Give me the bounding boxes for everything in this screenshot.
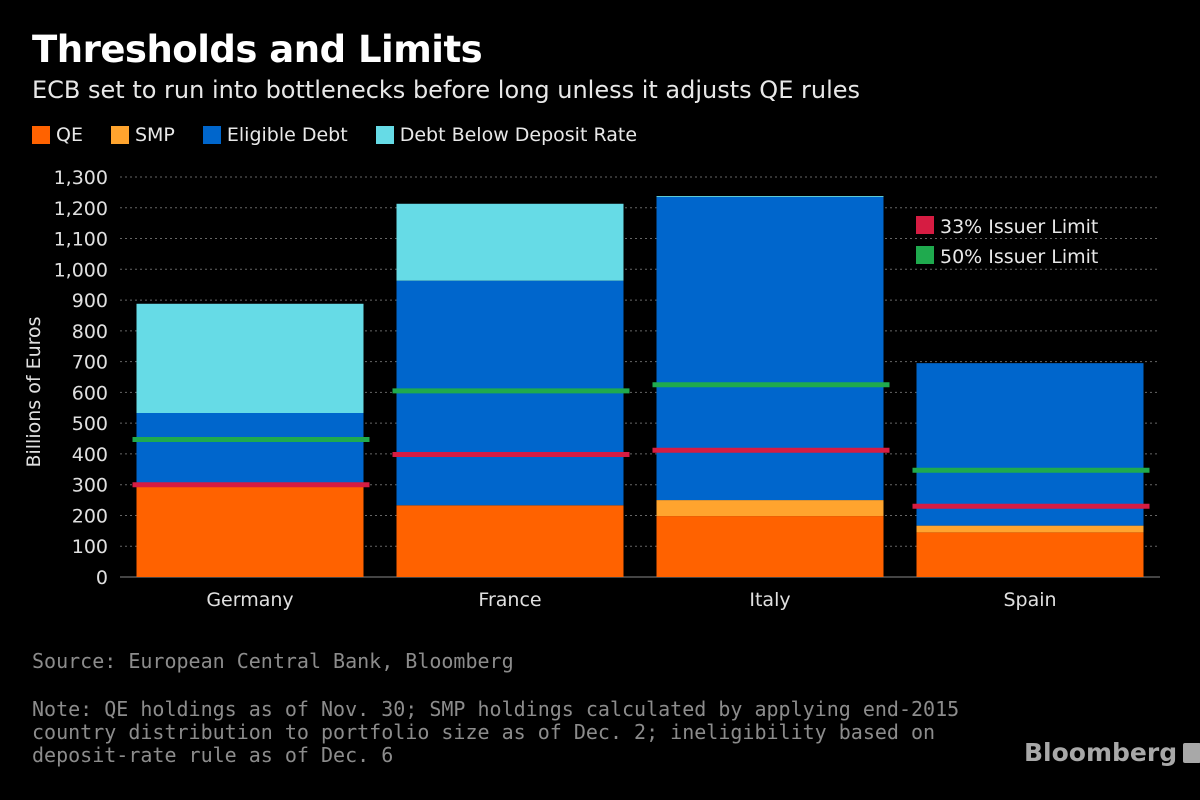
legend-swatch-debt-below-deposit bbox=[375, 126, 394, 144]
legend-swatch-limit-50 bbox=[916, 246, 934, 264]
legend-swatch-smp bbox=[110, 126, 129, 144]
bar-spain-qe bbox=[916, 532, 1144, 577]
y-tick-label: 500 bbox=[72, 413, 108, 435]
legend-item-debt-below-deposit: Debt Below Deposit Rate bbox=[375, 124, 638, 146]
y-tick-label: 400 bbox=[72, 444, 108, 466]
y-tick-label: 200 bbox=[72, 505, 108, 527]
stacked-bar-chart: 0 100 200 300 400 500 600 700 800 900 1,000 1,100 1,… bbox=[23, 167, 1160, 611]
y-tick-label: 1,100 bbox=[54, 229, 108, 251]
legend-swatch-qe bbox=[32, 126, 50, 144]
source-note: Source: European Central Bank, Bloomberg bbox=[32, 649, 514, 673]
y-tick-label: 300 bbox=[72, 475, 108, 497]
y-tick-label: 1,200 bbox=[54, 198, 108, 220]
legend-label-smp: SMP bbox=[134, 124, 175, 146]
y-tick-label: 800 bbox=[72, 321, 108, 343]
y-axis-label: Billions of Euros bbox=[23, 316, 45, 467]
bar-italy-smp bbox=[656, 500, 884, 517]
legend-label-eligible-debt: Eligible Debt bbox=[226, 124, 348, 146]
series-legend: QE SMP Eligible Debt Debt Below Deposit … bbox=[32, 124, 637, 146]
y-tick-label: 900 bbox=[72, 290, 108, 312]
legend-label-limit-50: 50% Issuer Limit bbox=[940, 246, 1098, 268]
legend-item-eligible-debt: Eligible Debt bbox=[202, 124, 348, 146]
x-tick-label: France bbox=[478, 589, 541, 611]
y-tick-label: 600 bbox=[72, 382, 108, 404]
bar-spain-smp bbox=[916, 525, 1144, 533]
bar-germany-qe bbox=[136, 486, 364, 577]
legend-item-qe: QE bbox=[32, 124, 83, 146]
legend-label-debt-below-deposit: Debt Below Deposit Rate bbox=[399, 124, 638, 146]
bloomberg-chart-icon bbox=[1183, 742, 1200, 763]
bloomberg-logo: Bloomberg bbox=[1024, 738, 1200, 767]
bar-france-qe bbox=[396, 505, 624, 577]
legend-label-qe: QE bbox=[56, 124, 83, 146]
bar-france-debt-below-deposit-rate bbox=[396, 203, 624, 281]
legend-label-limit-33: 33% Issuer Limit bbox=[940, 216, 1098, 238]
bar-germany-debt-below-deposit-rate bbox=[136, 303, 364, 413]
footnote: Note: QE holdings as of Nov. 30; SMP hol… bbox=[32, 697, 960, 767]
y-tick-label: 700 bbox=[72, 352, 108, 374]
bar-italy-debt-below-deposit-rate bbox=[656, 196, 884, 197]
y-tick-label: 1,000 bbox=[54, 259, 108, 281]
legend-swatch-limit-33 bbox=[916, 216, 934, 234]
legend-item-smp: SMP bbox=[110, 124, 175, 146]
chart-title: Thresholds and Limits bbox=[32, 28, 483, 71]
y-tick-label: 1,300 bbox=[54, 167, 108, 189]
y-tick-label: 100 bbox=[72, 536, 108, 558]
x-tick-label: Spain bbox=[1003, 589, 1056, 611]
x-tick-label: Germany bbox=[206, 589, 293, 611]
bar-italy-eligible-debt bbox=[656, 197, 884, 501]
y-tick-label: 0 bbox=[96, 567, 108, 589]
legend-swatch-eligible-debt bbox=[202, 126, 221, 144]
bar-spain-eligible-debt bbox=[916, 363, 1144, 526]
bar-germany-eligible-debt bbox=[136, 413, 364, 487]
x-tick-label: Italy bbox=[749, 589, 790, 611]
brand-name: Bloomberg bbox=[1024, 738, 1178, 767]
chart-subtitle: ECB set to run into bottlenecks before l… bbox=[32, 76, 860, 104]
bar-italy-qe bbox=[656, 516, 884, 577]
